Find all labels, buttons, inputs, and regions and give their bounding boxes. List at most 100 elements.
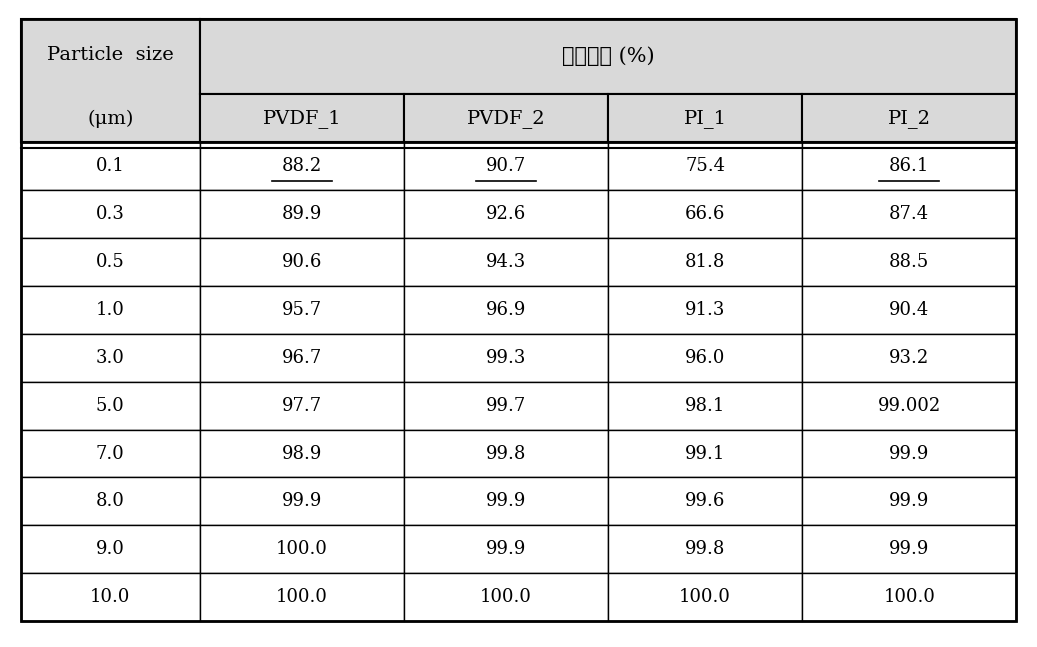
- Bar: [200, 142, 404, 190]
- Bar: [608, 334, 803, 382]
- Bar: [200, 382, 404, 430]
- Bar: [404, 430, 608, 477]
- Text: 88.2: 88.2: [282, 157, 323, 175]
- Bar: [608, 382, 803, 430]
- Bar: [803, 382, 1016, 430]
- Text: 99.8: 99.8: [486, 444, 526, 463]
- Text: 90.6: 90.6: [282, 253, 323, 271]
- Text: PVDF_1: PVDF_1: [262, 109, 341, 127]
- Text: 95.7: 95.7: [282, 301, 323, 319]
- Text: 99.9: 99.9: [486, 492, 526, 510]
- Text: 75.4: 75.4: [685, 157, 725, 175]
- Bar: [608, 94, 803, 142]
- Text: 99.3: 99.3: [486, 349, 526, 367]
- Text: PVDF_2: PVDF_2: [467, 109, 545, 127]
- Bar: [200, 477, 404, 525]
- Bar: [404, 573, 608, 621]
- Text: (μm): (μm): [87, 110, 134, 128]
- Bar: [803, 94, 1016, 142]
- Text: 99.002: 99.002: [877, 397, 941, 415]
- Bar: [21, 573, 200, 621]
- Bar: [608, 430, 803, 477]
- Bar: [21, 286, 200, 334]
- Bar: [200, 286, 404, 334]
- Text: 99.9: 99.9: [889, 540, 929, 558]
- Bar: [200, 430, 404, 477]
- Bar: [200, 190, 404, 238]
- Text: 94.3: 94.3: [486, 253, 526, 271]
- Bar: [200, 94, 404, 142]
- Bar: [608, 286, 803, 334]
- Bar: [803, 525, 1016, 573]
- Bar: [803, 573, 1016, 621]
- Bar: [200, 238, 404, 286]
- Bar: [608, 573, 803, 621]
- Bar: [21, 142, 200, 190]
- Bar: [803, 477, 1016, 525]
- Text: 제거효율 (%): 제거효율 (%): [562, 47, 654, 67]
- Text: 99.9: 99.9: [889, 492, 929, 510]
- Bar: [200, 573, 404, 621]
- Bar: [21, 334, 200, 382]
- Bar: [21, 477, 200, 525]
- Bar: [608, 477, 803, 525]
- Bar: [404, 286, 608, 334]
- Text: PI_2: PI_2: [888, 109, 931, 127]
- Text: 89.9: 89.9: [282, 205, 323, 223]
- Text: 100.0: 100.0: [679, 588, 731, 606]
- Text: 96.9: 96.9: [486, 301, 526, 319]
- Bar: [21, 190, 200, 238]
- Text: 86.1: 86.1: [889, 157, 929, 175]
- Bar: [803, 238, 1016, 286]
- Bar: [21, 430, 200, 477]
- Text: 93.2: 93.2: [889, 349, 929, 367]
- Text: 88.5: 88.5: [889, 253, 929, 271]
- Text: 9.0: 9.0: [95, 540, 124, 558]
- Bar: [404, 477, 608, 525]
- Text: 99.1: 99.1: [685, 444, 725, 463]
- Bar: [803, 286, 1016, 334]
- Text: 99.8: 99.8: [685, 540, 725, 558]
- Bar: [608, 238, 803, 286]
- Text: 90.7: 90.7: [486, 157, 526, 175]
- Text: 98.1: 98.1: [685, 397, 725, 415]
- Bar: [21, 238, 200, 286]
- Bar: [404, 382, 608, 430]
- Bar: [200, 334, 404, 382]
- Bar: [404, 190, 608, 238]
- Bar: [803, 334, 1016, 382]
- Text: 99.9: 99.9: [486, 540, 526, 558]
- Text: 99.6: 99.6: [685, 492, 725, 510]
- Bar: [404, 94, 608, 142]
- Text: 5.0: 5.0: [96, 397, 124, 415]
- Text: 99.9: 99.9: [282, 492, 323, 510]
- Bar: [21, 525, 200, 573]
- Bar: [404, 525, 608, 573]
- Text: 66.6: 66.6: [685, 205, 725, 223]
- Bar: [404, 142, 608, 190]
- Text: 0.5: 0.5: [96, 253, 124, 271]
- Text: 92.6: 92.6: [486, 205, 526, 223]
- Text: 81.8: 81.8: [685, 253, 725, 271]
- Text: 8.0: 8.0: [95, 492, 124, 510]
- Bar: [404, 238, 608, 286]
- Text: 87.4: 87.4: [889, 205, 929, 223]
- Text: 3.0: 3.0: [95, 349, 124, 367]
- Bar: [404, 334, 608, 382]
- Text: 100.0: 100.0: [276, 588, 328, 606]
- Text: 10.0: 10.0: [90, 588, 131, 606]
- Text: 7.0: 7.0: [96, 444, 124, 463]
- Text: 99.9: 99.9: [889, 444, 929, 463]
- Bar: [803, 142, 1016, 190]
- Bar: [200, 19, 1016, 94]
- Text: Particle  size: Particle size: [47, 46, 174, 64]
- Bar: [803, 430, 1016, 477]
- Bar: [608, 142, 803, 190]
- Text: 0.1: 0.1: [95, 157, 124, 175]
- Text: 1.0: 1.0: [95, 301, 124, 319]
- Bar: [21, 382, 200, 430]
- Text: 97.7: 97.7: [282, 397, 323, 415]
- Text: PI_1: PI_1: [683, 109, 727, 127]
- Bar: [21, 19, 200, 142]
- Text: 96.7: 96.7: [282, 349, 323, 367]
